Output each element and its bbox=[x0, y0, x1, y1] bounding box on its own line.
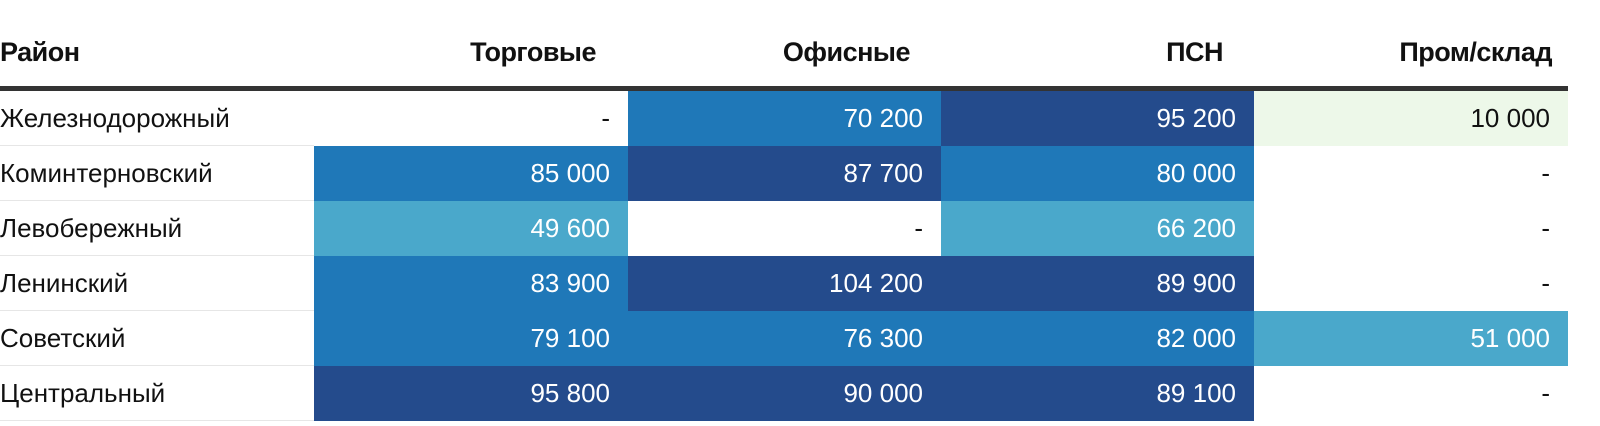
column-header-psn: ПСН bbox=[1166, 37, 1223, 67]
heatmap-cell: 89 900 bbox=[941, 256, 1254, 311]
column-header-district: Район bbox=[0, 37, 80, 67]
heatmap-cell: 82 000 bbox=[941, 311, 1254, 366]
heatmap-cell: - bbox=[314, 91, 628, 146]
heatmap-cell: 90 000 bbox=[628, 366, 941, 421]
table-row: Левобережный 49 600-66 200- bbox=[0, 201, 1568, 256]
heatmap-cell: 95 800 bbox=[314, 366, 628, 421]
heatmap-cell: - bbox=[1254, 366, 1568, 421]
row-label: Железнодорожный bbox=[0, 103, 230, 133]
heatmap-cell: 85 000 bbox=[314, 146, 628, 201]
heatmap-cell: 89 100 bbox=[941, 366, 1254, 421]
heatmap-cell: - bbox=[1254, 146, 1568, 201]
heatmap-cell: 80 000 bbox=[941, 146, 1254, 201]
heatmap-cell: 70 200 bbox=[628, 91, 941, 146]
heatmap-cell: 51 000 bbox=[1254, 311, 1568, 366]
row-label: Центральный bbox=[0, 378, 166, 408]
heatmap-cell: 76 300 bbox=[628, 311, 941, 366]
heatmap-cell: 66 200 bbox=[941, 201, 1254, 256]
heatmap-cell: - bbox=[628, 201, 941, 256]
column-header-industrial: Пром/склад bbox=[1399, 37, 1552, 67]
heatmap-cell: 83 900 bbox=[314, 256, 628, 311]
table-row: Советский 79 100 76 300 82 000 51 000 bbox=[0, 311, 1568, 366]
column-header-retail: Торговые bbox=[470, 37, 596, 67]
table-header-row: Район Торговые Офисные ПСН Пром/склад bbox=[0, 0, 1568, 91]
table-row: Железнодорожный -70 200 95 200 10 000 bbox=[0, 91, 1568, 146]
heatmap-cell: 104 200 bbox=[628, 256, 941, 311]
heatmap-cell: 10 000 bbox=[1254, 91, 1568, 146]
heatmap-cell: 95 200 bbox=[941, 91, 1254, 146]
heatmap-cell: 79 100 bbox=[314, 311, 628, 366]
table-row: Ленинский 83 900 104 200 89 900- bbox=[0, 256, 1568, 311]
heatmap-cell: 49 600 bbox=[314, 201, 628, 256]
row-label: Советский bbox=[0, 323, 126, 353]
heatmap-cell: - bbox=[1254, 256, 1568, 311]
row-label: Ленинский bbox=[0, 268, 129, 298]
column-header-office: Офисные bbox=[782, 37, 911, 67]
table-row: Центральный 95 800 90 000 89 100- bbox=[0, 366, 1568, 421]
heatmap-cell: 87 700 bbox=[628, 146, 941, 201]
heatmap-cell: - bbox=[1254, 201, 1568, 256]
table-row: Коминтерновский 85 000 87 700 80 000- bbox=[0, 146, 1568, 201]
row-label: Коминтерновский bbox=[0, 158, 213, 188]
row-label: Левобережный bbox=[0, 213, 183, 243]
